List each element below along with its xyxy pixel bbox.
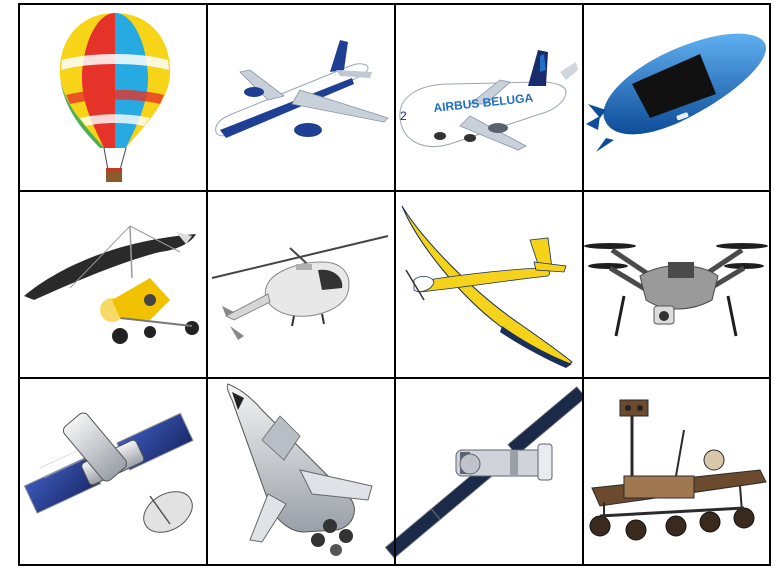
helicopter-icon xyxy=(211,235,389,340)
passenger-jet-icon: BOEING xyxy=(215,40,389,138)
microlight-trike-icon xyxy=(24,225,199,344)
grid-cell-11 xyxy=(384,378,587,565)
grid-cell-1 xyxy=(19,4,207,190)
glider-icon xyxy=(401,205,573,368)
grid-cell-9 xyxy=(19,378,207,565)
grid-cell-2: BOEING xyxy=(207,4,395,190)
grid-cell-3: AIRBUS BELUGA 2 xyxy=(395,4,583,190)
grid-cell-5 xyxy=(19,191,207,377)
grid-lines xyxy=(18,3,771,566)
blimp-icon xyxy=(586,33,766,152)
grid-cell-4 xyxy=(583,4,770,190)
space-shuttle-icon xyxy=(226,383,373,556)
cargo-plane-beluga-icon: AIRBUS BELUGA 2 xyxy=(399,50,578,151)
mars-rover-icon xyxy=(589,399,767,541)
space-station-icon xyxy=(384,386,587,559)
grid-cell-6 xyxy=(207,191,395,377)
grid-cell-12 xyxy=(583,378,770,565)
grid-cell-10 xyxy=(207,378,395,565)
grid-cell-8 xyxy=(583,191,770,377)
svg-text:2: 2 xyxy=(400,109,407,123)
satellite-icon xyxy=(23,412,194,533)
grid-cell-7 xyxy=(395,191,583,377)
drone-icon xyxy=(584,243,768,337)
hot-air-balloon-icon xyxy=(59,13,171,182)
